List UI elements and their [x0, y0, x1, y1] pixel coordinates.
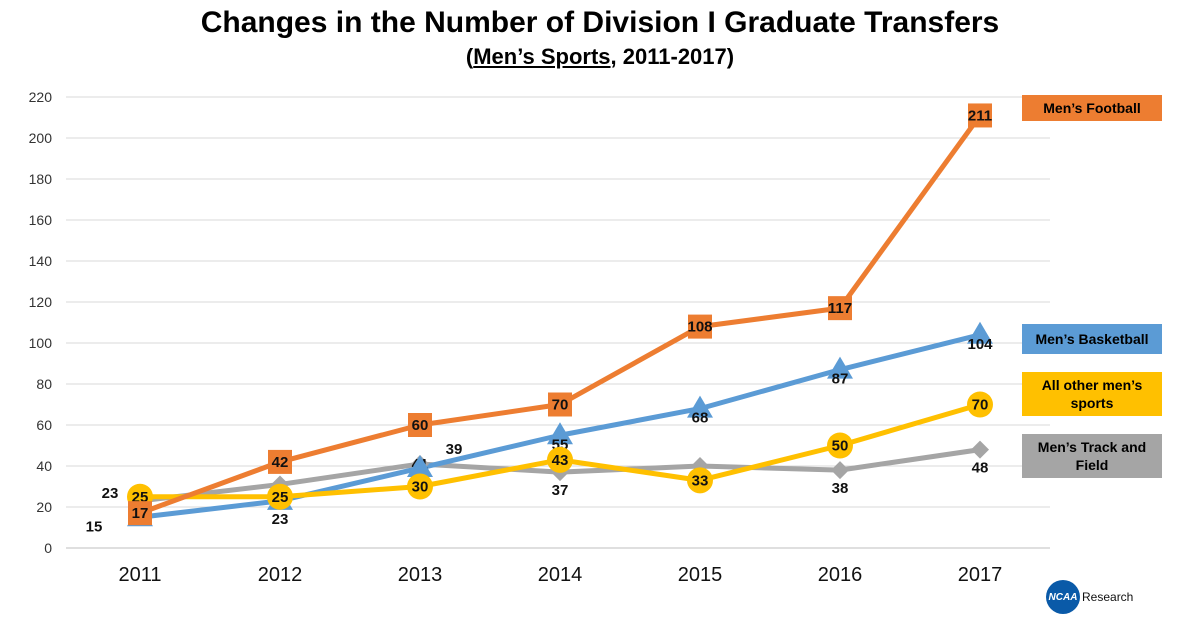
data-label: 39: [446, 441, 463, 458]
chart-subtitle: (Men’s Sports, 2011-2017): [0, 44, 1200, 70]
legend-basketball: Men’s Basketball: [1022, 324, 1162, 354]
y-tick-label: 180: [29, 171, 53, 187]
data-point: [128, 501, 152, 526]
data-label: 33: [692, 472, 709, 489]
data-label: 70: [552, 397, 569, 414]
data-label: 15: [86, 518, 103, 535]
data-label: 38: [832, 480, 849, 497]
data-label: 23: [102, 485, 119, 502]
x-tick-label: 2012: [258, 564, 303, 586]
data-label: 70: [972, 397, 989, 414]
y-tick-label: 140: [29, 253, 53, 269]
y-tick-label: 120: [29, 294, 53, 310]
data-point: [547, 446, 573, 473]
subtitle-suffix: , 2011-2017): [610, 44, 735, 69]
x-tick-label: 2014: [538, 564, 583, 586]
subtitle-underlined: Men’s Sports: [473, 44, 611, 69]
y-tick-label: 160: [29, 212, 53, 228]
data-label: 43: [552, 452, 569, 469]
data-point: [407, 473, 433, 500]
data-label: 104: [967, 336, 993, 353]
data-label: 17: [132, 505, 149, 522]
data-label: 48: [972, 460, 989, 477]
data-point: [547, 422, 573, 445]
data-point: [967, 321, 993, 344]
chart-title: Changes in the Number of Division I Grad…: [200, 6, 1000, 39]
y-tick-label: 60: [36, 417, 52, 433]
data-label: 60: [412, 417, 429, 434]
data-point: [407, 455, 433, 478]
ncaa-research-logo: NCAA Research: [1046, 580, 1146, 616]
y-tick-label: 220: [29, 89, 53, 105]
data-point: [967, 391, 993, 418]
x-tick-label: 2016: [818, 564, 863, 586]
x-tick-label: 2011: [118, 564, 161, 586]
data-point: [408, 413, 432, 437]
y-tick-label: 80: [36, 376, 52, 392]
y-tick-label: 0: [44, 540, 52, 556]
data-label: 25: [272, 489, 289, 506]
data-point: [688, 314, 712, 339]
x-tick-label: 2015: [678, 564, 723, 586]
y-tick-label: 40: [36, 458, 52, 474]
data-point: [827, 432, 853, 459]
y-tick-label: 100: [29, 335, 53, 351]
data-label: 117: [828, 300, 852, 317]
y-tick-label: 200: [29, 130, 53, 146]
data-label: 37: [552, 482, 569, 499]
data-point: [268, 449, 292, 474]
data-point: [548, 392, 572, 417]
data-label: 50: [832, 438, 849, 455]
ncaa-logo-icon: NCAA: [1046, 580, 1080, 614]
data-point: [267, 483, 293, 510]
x-tick-label: 2013: [398, 564, 443, 586]
data-point: [687, 467, 713, 494]
data-label: 23: [272, 511, 289, 528]
data-point: [687, 395, 713, 418]
data-point: [971, 440, 989, 459]
x-tick-label: 2017: [958, 564, 1003, 586]
legend-track: Men’s Track and Field: [1022, 434, 1162, 478]
data-label: 30: [412, 479, 429, 496]
data-label: 108: [687, 319, 712, 336]
legend-football: Men’s Football: [1022, 95, 1162, 121]
subtitle-prefix: (: [465, 44, 474, 69]
data-label: 68: [692, 410, 709, 427]
data-label: 42: [272, 454, 289, 471]
legend-other: All other men’s sports: [1022, 372, 1162, 416]
data-label: 211: [968, 107, 992, 124]
data-point: [968, 103, 992, 128]
data-point: [827, 356, 853, 379]
data-label: 87: [832, 371, 849, 388]
y-tick-label: 20: [36, 499, 52, 515]
data-point: [831, 461, 849, 480]
data-point: [828, 296, 852, 321]
logo-text: Research: [1082, 590, 1134, 604]
